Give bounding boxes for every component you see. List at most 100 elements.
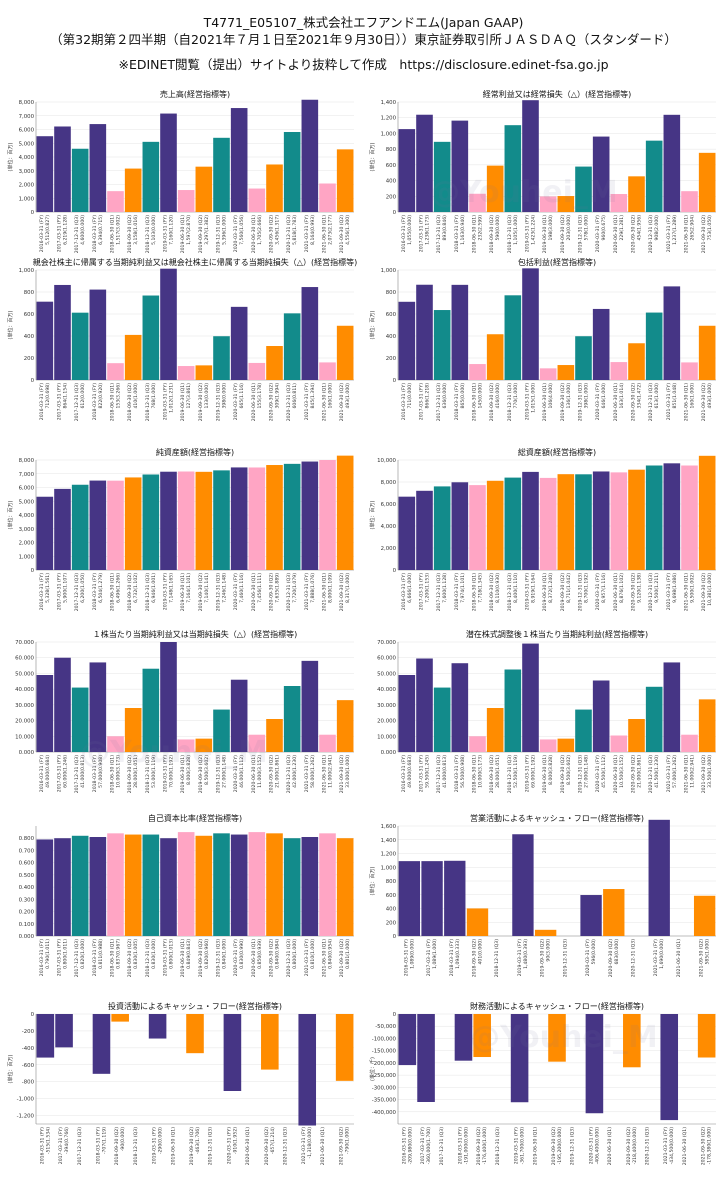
x-tick-label: 2018-06-30 (Q1) xyxy=(472,755,478,793)
x-tick-value-label: 7,974(1.101) xyxy=(460,573,466,603)
y-axis-label: (単位：百万) xyxy=(7,501,14,530)
x-tick-label: 2018-03-31 (FY) xyxy=(449,939,455,976)
x-tick-label: 2021-03-31 (FY) xyxy=(663,1127,669,1164)
y-tick-label: 200 xyxy=(386,920,397,926)
y-tick-label: -400,000 xyxy=(372,1110,397,1116)
x-tick-value-label: 309(1.994) xyxy=(275,383,281,409)
x-tick-value-label: -463(1.706) xyxy=(195,1127,201,1154)
x-tick-label: 2017-12-31 (Q3) xyxy=(74,215,80,253)
x-tick-value-label: 0.800(1.011) xyxy=(63,939,69,969)
x-tick-value-label: 229(1.281) xyxy=(619,215,625,241)
x-tick-value-label: 493(1.000) xyxy=(707,383,713,409)
y-tick-label: 2,000 xyxy=(19,541,35,547)
bar xyxy=(124,708,142,752)
x-tick-label: 2018-12-31 (Q3) xyxy=(507,755,513,793)
y-tick-label: 4,000 xyxy=(381,524,397,530)
bar xyxy=(148,1014,167,1039)
x-tick-value-label: 0.820(0.960) xyxy=(204,939,210,969)
report-period: （第32期第２四半期（自2021年７月１日至2021年９月30日））東京証券取引… xyxy=(50,32,677,47)
x-tick-value-label: 0.849(0.843) xyxy=(186,939,192,969)
x-tick-label: 2019-03-31 (FY) xyxy=(525,755,531,792)
chart-title: 営業活動によるキャッシュ・フロー(経営指標等) xyxy=(470,813,644,823)
bar xyxy=(283,838,301,936)
x-tick-value-label: 155(3.178) xyxy=(257,383,263,409)
y-tick-label: 0 xyxy=(393,378,397,384)
y-tick-label: 0.300 xyxy=(19,897,35,903)
chart-panel: 包括利益(経営指標等) 0 200 400 600 800 1,000 (単位：百万) 2016… xyxy=(368,256,720,442)
bar xyxy=(693,895,716,936)
chart-title: 潜在株式調整後１株当たり当期純利益(経営指標等) xyxy=(466,629,648,639)
bar xyxy=(469,364,486,380)
x-tick-label: 2021-09-30 (Q2) xyxy=(699,939,705,977)
bar xyxy=(248,467,266,570)
x-tick-value-label: 454(1.956) xyxy=(637,215,643,241)
x-tick-label: 2021-03-31 (FY) xyxy=(666,573,672,610)
x-tick-value-label: -394(0.766) xyxy=(64,1127,70,1154)
x-tick-label: 2018-09-30 (Q2) xyxy=(489,755,495,793)
y-axis-label: (単位：百万) xyxy=(369,311,376,340)
x-tick-label: 2019-03-31 (FY) xyxy=(163,383,169,420)
x-tick-value-label: 60.000(1.246) xyxy=(63,755,69,788)
bar xyxy=(213,833,230,936)
x-tick-value-label: 11.000(2.941) xyxy=(328,755,334,788)
x-tick-label: 2020-12-31 (Q3) xyxy=(283,1127,289,1165)
bar xyxy=(213,336,230,380)
bar xyxy=(486,480,504,570)
bar xyxy=(36,839,54,936)
x-tick-value-label: 646(1.000) xyxy=(601,383,607,409)
x-tick-label: 2019-09-30 (Q2) xyxy=(540,939,546,977)
x-tick-label: 2019-12-31 (Q3) xyxy=(578,383,584,421)
bar-chart: 親会社株主に帰属する当期純利益又は親会社株主に帰属する当期純損失（△）(経営指標… xyxy=(7,257,357,421)
x-tick-value-label: 9,698(1.086) xyxy=(672,573,678,603)
x-tick-value-label: 3,158(1.016) xyxy=(133,215,139,245)
x-tick-value-label: 42.000(1.230) xyxy=(292,755,298,788)
x-tick-value-label: 10,381(1.000) xyxy=(707,573,713,606)
x-tick-value-label: 59.500(1.245) xyxy=(425,755,431,788)
x-tick-value-label: 133(0.000) xyxy=(204,383,210,409)
bar xyxy=(539,477,557,570)
y-tick-label: 6,000 xyxy=(19,486,35,492)
bar xyxy=(628,176,645,212)
bar xyxy=(160,838,177,936)
chart-panel: 経常利益又は経常損失（△）(経営指標等) 0 200 400 600 800 1,000 1,… xyxy=(368,88,720,274)
x-tick-label: 2019-03-31 (FY) xyxy=(525,383,531,420)
x-tick-label: 2020-03-31 (FY) xyxy=(595,755,601,792)
x-tick-value-label: 8.500(3.602) xyxy=(566,755,572,785)
x-tick-value-label: 908(2.000) xyxy=(654,215,660,241)
x-tick-value-label: 0.801(1.000) xyxy=(345,939,351,969)
chart-title: 包括利益(経営指標等) xyxy=(518,257,596,267)
x-tick-value-label: 0.800(1.013) xyxy=(169,939,175,969)
chart-panel: 純資産額(経営指標等) 0 1,000 2,000 3,000 4,000 5,000 6,0… xyxy=(6,446,358,632)
bar xyxy=(142,668,160,752)
x-tick-label: 2018-09-30 (Q2) xyxy=(489,383,495,421)
bar xyxy=(319,460,336,570)
x-tick-value-label: -178,380(1.000) xyxy=(707,1127,713,1165)
bar xyxy=(557,196,575,212)
x-tick-label: 2021-09-30 (Q2) xyxy=(701,755,707,793)
x-tick-label: 2020-06-30 (Q1) xyxy=(251,383,257,421)
x-tick-value-label: 10.000(3.173) xyxy=(478,755,484,788)
x-tick-label: 2017-03-31 (FY) xyxy=(57,383,63,420)
y-tick-label: 0 xyxy=(31,568,35,574)
x-tick-label: 2018-09-30 (Q2) xyxy=(114,1127,120,1165)
x-tick-label: 2020-06-30 (Q1) xyxy=(251,755,257,793)
bar xyxy=(177,471,195,570)
x-tick-value-label: 4,600(0.000) xyxy=(80,215,86,245)
x-tick-label: 2018-12-31 (Q3) xyxy=(145,383,151,421)
x-tick-label: 2019-09-30 (Q2) xyxy=(198,939,204,977)
x-tick-label: 2021-09-30 (Q2) xyxy=(339,215,345,253)
bar xyxy=(398,675,416,752)
y-tick-label: 2,000 xyxy=(381,546,397,552)
y-axis-label: (単位：百万) xyxy=(369,501,376,530)
x-tick-label: 2018-06-30 (Q1) xyxy=(110,383,116,421)
chart-panel: 財務活動によるキャッシュ・フロー(経営指標等) 0 -50,000 -100,000 -… xyxy=(368,1000,720,1186)
x-tick-value-label: 578(1.000) xyxy=(584,215,590,241)
x-tick-label: 2020-09-30 (Q2) xyxy=(608,939,614,977)
bar-chart: 経常利益又は経常損失（△）(経営指標等) 0 200 400 600 800 1,000 1,… xyxy=(369,89,716,253)
y-tick-label: 0.000 xyxy=(19,750,35,756)
y-tick-label: 0.800 xyxy=(19,836,35,842)
x-tick-label: 2020-06-30 (Q1) xyxy=(613,755,619,793)
chart-title: 財務活動によるキャッシュ・フロー(経営指標等) xyxy=(470,1001,644,1011)
x-tick-label: 2020-09-30 (Q2) xyxy=(269,383,275,421)
x-tick-value-label: 6,219(1.128) xyxy=(63,215,69,245)
